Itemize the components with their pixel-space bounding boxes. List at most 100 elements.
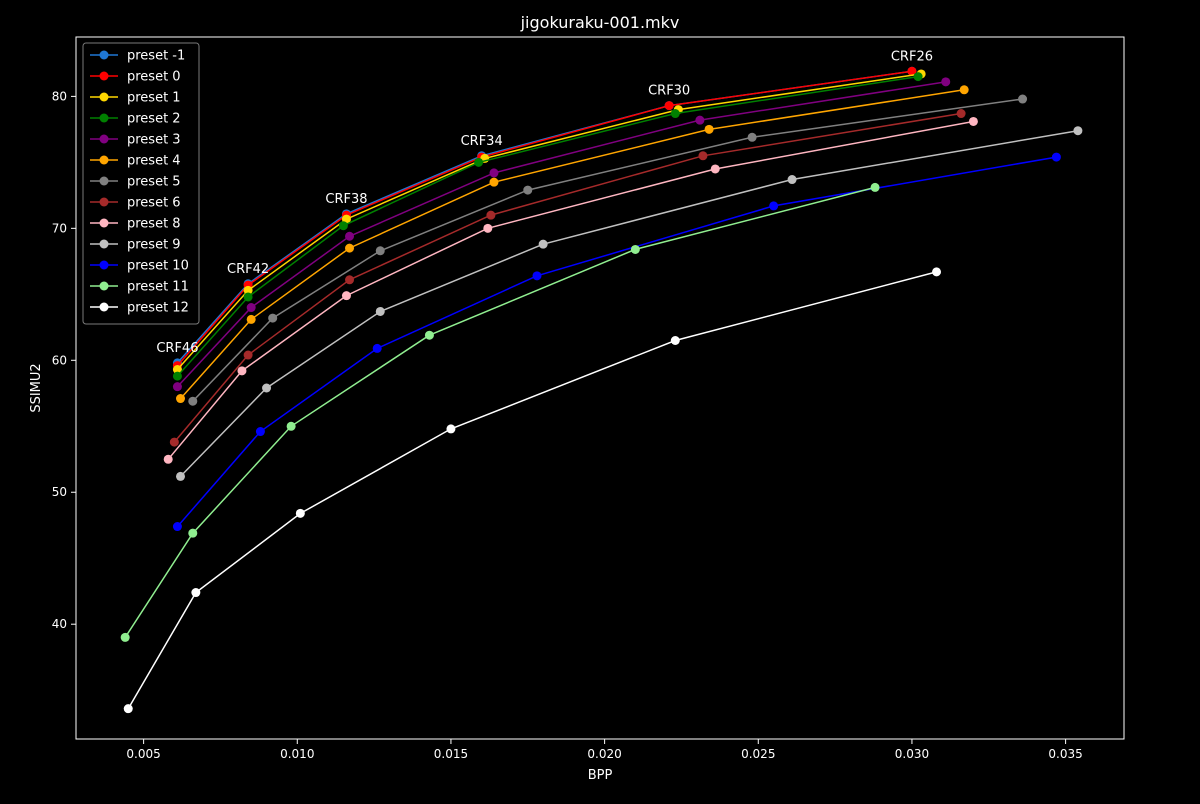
legend-label: preset -1 bbox=[127, 49, 185, 64]
data-point bbox=[769, 201, 779, 211]
data-point bbox=[695, 115, 705, 125]
series-line bbox=[167, 120, 974, 460]
series-line bbox=[176, 73, 922, 370]
x-tick-label: 0.010 bbox=[280, 747, 314, 761]
data-point bbox=[345, 275, 355, 285]
legend-label: preset 1 bbox=[127, 91, 181, 106]
legend-item: preset 12 bbox=[90, 301, 189, 316]
data-point bbox=[246, 314, 256, 324]
data-point bbox=[446, 424, 456, 434]
legend-item: preset 9 bbox=[90, 238, 181, 253]
data-point bbox=[243, 285, 253, 295]
data-point bbox=[968, 116, 978, 126]
crf-annotation: CRF26 bbox=[891, 49, 933, 64]
data-point bbox=[630, 244, 640, 254]
data-point bbox=[163, 454, 173, 464]
series-line bbox=[176, 75, 919, 377]
series-line bbox=[176, 156, 1057, 528]
y-tick-label: 60 bbox=[52, 353, 67, 367]
data-point bbox=[956, 109, 966, 119]
legend-marker bbox=[99, 239, 109, 249]
data-point bbox=[913, 72, 923, 82]
x-tick-label: 0.015 bbox=[434, 747, 468, 761]
crf-annotation: CRF46 bbox=[156, 341, 198, 356]
series-line bbox=[173, 112, 962, 443]
data-point bbox=[483, 223, 493, 233]
data-point bbox=[188, 396, 198, 406]
data-point bbox=[123, 704, 133, 714]
legend-label: preset 3 bbox=[127, 133, 181, 148]
data-point bbox=[941, 77, 951, 87]
axes-frame bbox=[75, 36, 1125, 740]
data-point bbox=[172, 365, 182, 375]
y-tick-label: 80 bbox=[52, 89, 67, 103]
data-point bbox=[532, 271, 542, 281]
data-point bbox=[704, 124, 714, 134]
series-preset-10 bbox=[172, 152, 1061, 532]
legend-label: preset 4 bbox=[127, 154, 181, 169]
x-tick-label: 0.030 bbox=[895, 747, 929, 761]
data-point bbox=[188, 528, 198, 538]
legend-label: preset 6 bbox=[127, 196, 181, 211]
legend-marker bbox=[99, 218, 109, 228]
legend-label: preset 8 bbox=[127, 217, 181, 232]
series-preset-2 bbox=[172, 72, 923, 381]
series-line bbox=[176, 70, 913, 367]
legend-item: preset 2 bbox=[90, 112, 181, 127]
data-point bbox=[345, 243, 355, 253]
chart-title: jigokuraku-001.mkv bbox=[520, 13, 680, 32]
data-point bbox=[959, 85, 969, 95]
data-point bbox=[175, 471, 185, 481]
data-point bbox=[489, 168, 499, 178]
legend: preset -1 preset 0 preset 1 preset 2 preset … bbox=[82, 42, 200, 325]
series-line bbox=[192, 98, 1023, 402]
data-point bbox=[489, 177, 499, 187]
x-tick-label: 0.025 bbox=[741, 747, 775, 761]
legend-label: preset 10 bbox=[127, 259, 189, 274]
data-point bbox=[747, 132, 757, 142]
legend-item: preset 1 bbox=[90, 91, 181, 106]
data-point bbox=[1073, 126, 1083, 136]
data-point bbox=[338, 221, 348, 231]
legend-label: preset 12 bbox=[127, 301, 189, 316]
legend-item: preset 3 bbox=[90, 133, 181, 148]
legend-marker bbox=[99, 302, 109, 312]
legend-item: preset 4 bbox=[90, 154, 181, 169]
y-tick-label: 70 bbox=[52, 221, 67, 235]
legend-item: preset -1 bbox=[90, 49, 185, 64]
crf-annotation: CRF38 bbox=[325, 192, 367, 207]
crf-annotation: CRF34 bbox=[461, 134, 503, 149]
y-axis-label: SSIMU2 bbox=[29, 363, 44, 412]
x-tick-label: 0.020 bbox=[587, 747, 621, 761]
data-point bbox=[341, 291, 351, 301]
series-preset-6 bbox=[169, 109, 966, 447]
legend-label: preset 9 bbox=[127, 238, 181, 253]
y-tick-label: 40 bbox=[52, 617, 67, 631]
data-point bbox=[120, 632, 130, 642]
series-preset-1 bbox=[172, 69, 926, 375]
legend-marker bbox=[99, 71, 109, 81]
legend-label: preset 11 bbox=[127, 280, 189, 295]
data-point bbox=[932, 267, 942, 277]
data-point bbox=[523, 185, 533, 195]
legend-marker bbox=[99, 155, 109, 165]
series-line bbox=[124, 186, 876, 638]
x-tick-label: 0.035 bbox=[1048, 747, 1082, 761]
data-point bbox=[1051, 152, 1061, 162]
legend-marker bbox=[99, 260, 109, 270]
legend-label: preset 5 bbox=[127, 175, 181, 190]
legend-item: preset 8 bbox=[90, 217, 181, 232]
series-preset-11 bbox=[120, 182, 880, 642]
data-point bbox=[670, 335, 680, 345]
series-line bbox=[127, 271, 937, 710]
data-point bbox=[1018, 94, 1028, 104]
data-point bbox=[474, 157, 484, 167]
data-point bbox=[698, 151, 708, 161]
data-point bbox=[787, 175, 797, 185]
legend-marker bbox=[99, 134, 109, 144]
data-point bbox=[169, 437, 179, 447]
data-point bbox=[664, 101, 674, 111]
legend-marker bbox=[99, 281, 109, 291]
series-preset-12 bbox=[123, 267, 942, 714]
